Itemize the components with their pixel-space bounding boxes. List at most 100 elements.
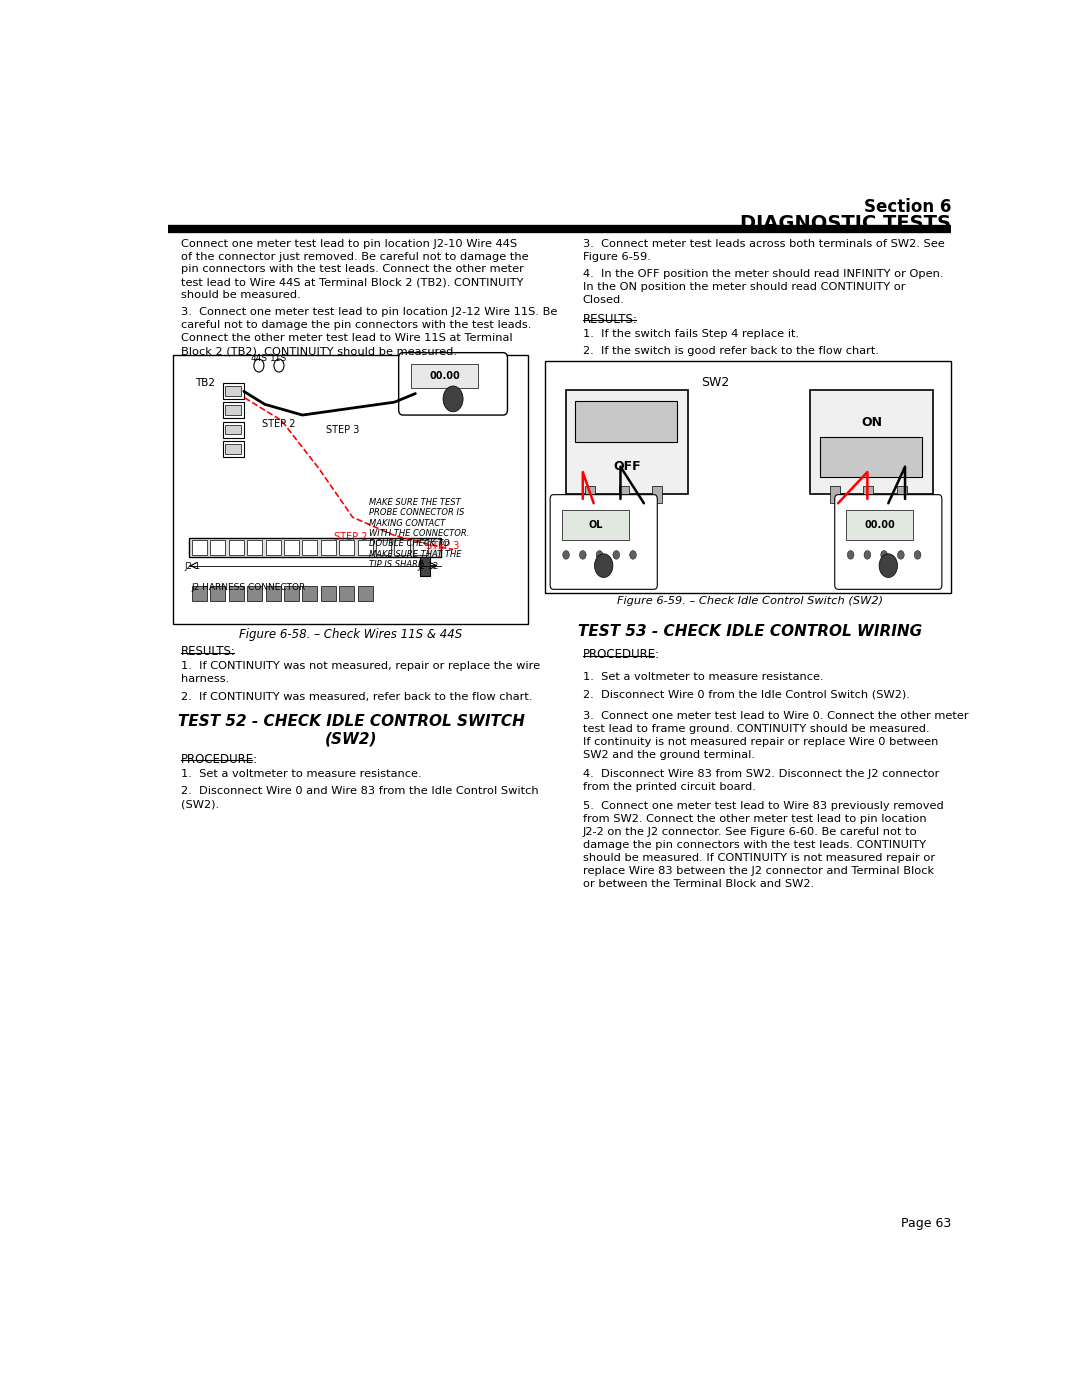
- Bar: [420, 557, 430, 577]
- Text: of the connector just removed. Be careful not to damage the: of the connector just removed. Be carefu…: [181, 251, 529, 261]
- Text: TEST 52 - CHECK IDLE CONTROL SWITCH: TEST 52 - CHECK IDLE CONTROL SWITCH: [177, 714, 525, 729]
- Bar: [394, 539, 409, 555]
- Bar: [192, 539, 207, 555]
- Bar: [576, 401, 677, 441]
- Bar: [619, 486, 629, 503]
- Bar: [211, 587, 226, 601]
- Bar: [226, 386, 241, 395]
- Circle shape: [897, 550, 904, 559]
- Bar: [247, 587, 262, 601]
- Bar: [847, 510, 914, 539]
- Bar: [321, 587, 336, 601]
- Text: damage the pin connectors with the test leads. CONTINUITY: damage the pin connectors with the test …: [583, 840, 926, 849]
- Bar: [226, 444, 241, 454]
- Bar: [284, 539, 299, 555]
- Text: 00.00: 00.00: [430, 372, 460, 381]
- Circle shape: [613, 550, 620, 559]
- Text: Block 2 (TB2). CONTINUITY should be measured.: Block 2 (TB2). CONTINUITY should be meas…: [181, 346, 457, 356]
- Bar: [896, 486, 907, 503]
- Text: Connect one meter test lead to pin location J2-10 Wire 44S: Connect one meter test lead to pin locat…: [181, 239, 517, 249]
- Bar: [226, 405, 241, 415]
- Text: RESULTS:: RESULTS:: [583, 313, 637, 326]
- Text: 3.  Connect one meter test lead to Wire 0. Connect the other meter: 3. Connect one meter test lead to Wire 0…: [583, 711, 969, 721]
- Text: 2.  If CONTINUITY was measured, refer back to the flow chart.: 2. If CONTINUITY was measured, refer bac…: [181, 692, 532, 701]
- Text: 44S: 44S: [251, 353, 268, 363]
- Circle shape: [596, 550, 603, 559]
- Circle shape: [443, 386, 463, 412]
- Bar: [222, 441, 244, 457]
- Text: Figure 6-58. – Check Wires 11S & 44S: Figure 6-58. – Check Wires 11S & 44S: [240, 629, 462, 641]
- Bar: [229, 587, 244, 601]
- Bar: [211, 539, 226, 555]
- FancyBboxPatch shape: [545, 362, 951, 592]
- Circle shape: [879, 553, 897, 577]
- Text: (SW2): (SW2): [325, 731, 377, 746]
- FancyBboxPatch shape: [835, 495, 942, 590]
- Bar: [820, 437, 922, 478]
- Bar: [829, 486, 840, 503]
- Bar: [302, 539, 318, 555]
- FancyBboxPatch shape: [399, 352, 508, 415]
- Bar: [413, 539, 428, 555]
- Text: 3.  Connect meter test leads across both terminals of SW2. See: 3. Connect meter test leads across both …: [583, 239, 945, 249]
- Text: J2-1: J2-1: [184, 563, 200, 571]
- Text: ON: ON: [861, 416, 882, 429]
- Circle shape: [848, 550, 854, 559]
- Text: J2 HARNESS CONNECTOR: J2 HARNESS CONNECTOR: [192, 583, 306, 592]
- Bar: [411, 365, 478, 388]
- FancyBboxPatch shape: [550, 495, 658, 590]
- Text: OL: OL: [589, 520, 603, 529]
- Text: J2-12: J2-12: [417, 563, 438, 571]
- Bar: [284, 587, 299, 601]
- FancyBboxPatch shape: [566, 390, 688, 493]
- Text: Closed.: Closed.: [583, 295, 624, 305]
- Circle shape: [881, 550, 888, 559]
- Bar: [339, 539, 354, 555]
- Text: PROCEDURE:: PROCEDURE:: [181, 753, 258, 766]
- Text: from SW2. Connect the other meter test lead to pin location: from SW2. Connect the other meter test l…: [583, 814, 927, 824]
- Text: should be measured.: should be measured.: [181, 291, 301, 300]
- Text: OFF: OFF: [613, 460, 640, 474]
- Text: Page 63: Page 63: [901, 1217, 951, 1231]
- Text: 1.  If the switch fails Step 4 replace it.: 1. If the switch fails Step 4 replace it…: [583, 330, 799, 339]
- Text: (SW2).: (SW2).: [181, 799, 219, 809]
- Bar: [226, 425, 241, 434]
- Text: In the ON position the meter should read CONTINUITY or: In the ON position the meter should read…: [583, 282, 905, 292]
- Text: 4.  In the OFF position the meter should read INFINITY or Open.: 4. In the OFF position the meter should …: [583, 268, 943, 279]
- Text: Section 6: Section 6: [864, 198, 951, 215]
- Text: Connect the other meter test lead to Wire 11S at Terminal: Connect the other meter test lead to Wir…: [181, 334, 513, 344]
- Bar: [562, 510, 629, 539]
- Text: Figure 6-59.: Figure 6-59.: [583, 251, 650, 261]
- Text: should be measured. If CONTINUITY is not measured repair or: should be measured. If CONTINUITY is not…: [583, 852, 935, 863]
- Bar: [585, 486, 595, 503]
- Bar: [302, 587, 318, 601]
- Circle shape: [563, 550, 569, 559]
- Text: SW2: SW2: [701, 376, 729, 390]
- Bar: [652, 486, 662, 503]
- Text: STEP 3: STEP 3: [427, 541, 460, 552]
- Text: If continuity is not measured repair or replace Wire 0 between: If continuity is not measured repair or …: [583, 736, 939, 746]
- Text: 1.  Set a voltmeter to measure resistance.: 1. Set a voltmeter to measure resistance…: [181, 768, 421, 780]
- FancyBboxPatch shape: [810, 390, 933, 493]
- FancyBboxPatch shape: [173, 355, 528, 623]
- Text: 2.  Disconnect Wire 0 from the Idle Control Switch (SW2).: 2. Disconnect Wire 0 from the Idle Contr…: [583, 689, 909, 700]
- Circle shape: [915, 550, 921, 559]
- Text: 3.  Connect one meter test lead to pin location J2-12 Wire 11S. Be: 3. Connect one meter test lead to pin lo…: [181, 307, 557, 317]
- Bar: [189, 538, 441, 557]
- Text: harness.: harness.: [181, 675, 229, 685]
- Text: test lead to frame ground. CONTINUITY should be measured.: test lead to frame ground. CONTINUITY sh…: [583, 724, 930, 733]
- Text: test lead to Wire 44S at Terminal Block 2 (TB2). CONTINUITY: test lead to Wire 44S at Terminal Block …: [181, 278, 524, 288]
- Bar: [357, 587, 373, 601]
- Text: from the printed circuit board.: from the printed circuit board.: [583, 782, 756, 792]
- Bar: [229, 539, 244, 555]
- Bar: [376, 539, 391, 555]
- Bar: [266, 539, 281, 555]
- Text: TB2: TB2: [195, 377, 215, 388]
- Bar: [222, 383, 244, 400]
- Text: J2-2 on the J2 connector. See Figure 6-60. Be careful not to: J2-2 on the J2 connector. See Figure 6-6…: [583, 827, 917, 837]
- Text: 5.  Connect one meter test lead to Wire 83 previously removed: 5. Connect one meter test lead to Wire 8…: [583, 802, 944, 812]
- Bar: [247, 539, 262, 555]
- Text: careful not to damage the pin connectors with the test leads.: careful not to damage the pin connectors…: [181, 320, 531, 330]
- Text: or between the Terminal Block and SW2.: or between the Terminal Block and SW2.: [583, 879, 814, 888]
- Text: MAKE SURE THE TEST
PROBE CONNECTOR IS
MAKING CONTACT
WITH THE CONNECTOR.
DOUBLE : MAKE SURE THE TEST PROBE CONNECTOR IS MA…: [369, 497, 470, 569]
